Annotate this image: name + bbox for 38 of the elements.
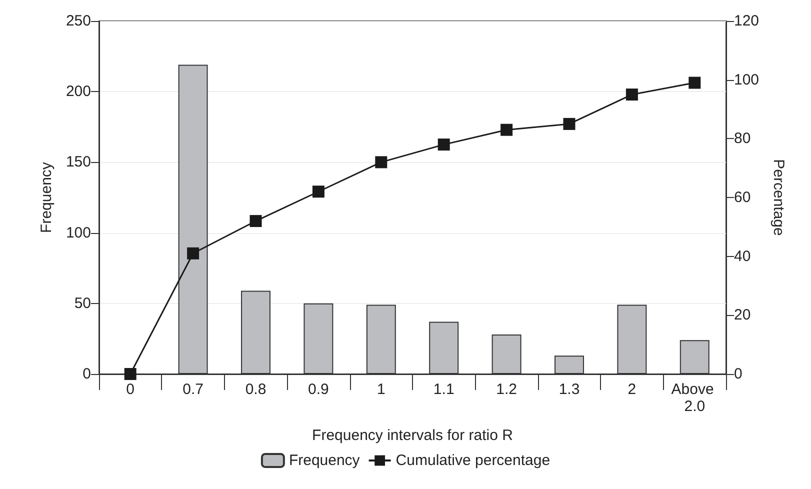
y2-tick-label: 20 [734, 306, 751, 324]
legend-label: Cumulative percentage [396, 452, 550, 469]
x-tick-label: 0.7 [182, 381, 204, 398]
x-tick-label: 0.9 [308, 381, 329, 398]
point [124, 368, 136, 380]
x-tick-label: 1 [376, 381, 386, 398]
point [563, 118, 576, 130]
y2-tick-label: 100 [734, 71, 760, 88]
y-tick-label: 0 [82, 366, 91, 382]
x-tick-label: 0 [126, 381, 135, 398]
y-tick-label: 50 [74, 294, 91, 312]
y2-tick-label: 60 [734, 189, 751, 206]
y2-tick-label: 0 [734, 366, 742, 382]
x-tick-label: 2 [628, 381, 636, 398]
x-tick-label: 1.3 [558, 381, 580, 398]
x-axis-title: Frequency intervals for ratio R [312, 427, 514, 444]
y2-tick-label: 120 [734, 12, 760, 30]
x-tick-label: 1.2 [496, 381, 517, 398]
y2-axis-title: Percentage [770, 159, 787, 236]
x-tick-label: Above 2.0 [671, 381, 718, 415]
y-tick-label: 250 [66, 12, 91, 30]
point [250, 215, 262, 228]
y2-tick-label: 40 [734, 248, 751, 265]
point [500, 124, 513, 136]
y-tick-label: 200 [66, 83, 91, 100]
point [688, 76, 701, 89]
point [312, 186, 324, 198]
legend-label: Frequency [288, 452, 360, 469]
point [626, 88, 638, 101]
y2-tick-label: 80 [734, 130, 751, 148]
y-tick-label: 100 [66, 224, 91, 242]
y-axis-title: Frequency [38, 162, 55, 233]
y-tick-label: 150 [66, 154, 91, 171]
x-tick-label: 1.1 [433, 381, 454, 398]
x-tick-label: 0.8 [245, 381, 266, 398]
point [375, 156, 388, 168]
point [438, 138, 450, 151]
point [187, 247, 200, 260]
